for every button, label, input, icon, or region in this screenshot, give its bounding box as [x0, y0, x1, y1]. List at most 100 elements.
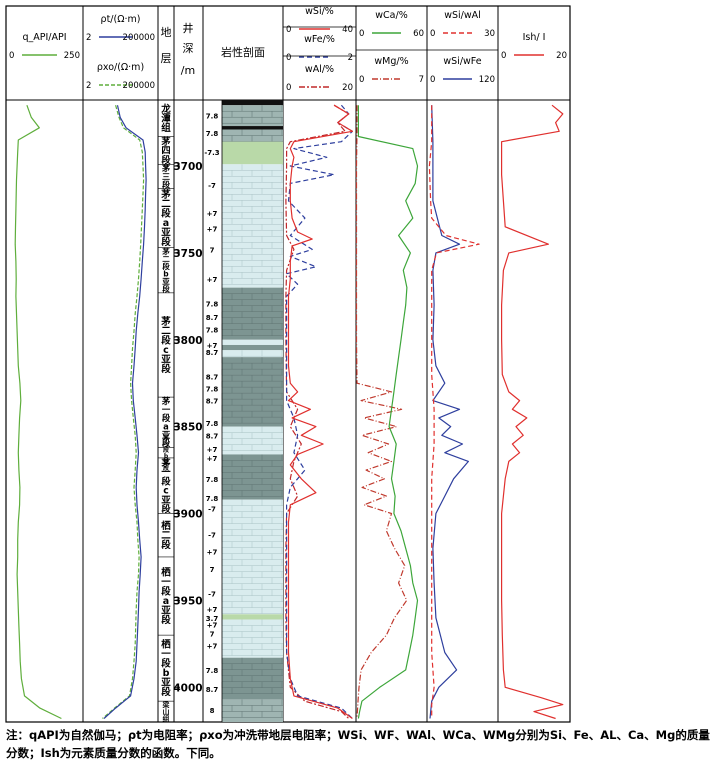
lith-interval: [222, 619, 283, 658]
lith-interval: [222, 344, 283, 351]
track-min-ca: 0: [359, 29, 364, 39]
lith-interval: [222, 454, 283, 500]
lith-interval: [222, 287, 283, 340]
strata-header-2: 层: [161, 52, 172, 65]
track-max-si-al: 30: [484, 29, 495, 39]
lith-code-label: 7: [210, 630, 215, 638]
lith-code-label: 8: [210, 707, 215, 715]
track-min-si-al: 0: [430, 29, 435, 39]
track-min-si: 0: [286, 25, 291, 35]
track-title-si: wSi/%: [305, 6, 334, 17]
strata-label: 龙潭组: [160, 103, 171, 134]
strata-label: 茅二段 a 亚段: [160, 189, 171, 249]
lith-code-label: 8.7: [206, 398, 219, 406]
lith-interval: [222, 657, 283, 700]
lith-code-label: 7.8: [206, 113, 219, 121]
lith-code-label: 7: [210, 566, 215, 574]
strata-label: 茅三段: [161, 163, 171, 189]
ca-curve: [357, 105, 419, 719]
lith-code-label: -7: [208, 182, 216, 190]
lith-code-label: 8.7: [206, 349, 219, 357]
chart-frame: [5, 5, 571, 723]
track-title-rt: ρt/(Ω·m): [101, 14, 141, 25]
lith-interval: [222, 350, 283, 358]
depth-tick-label: 3900: [173, 509, 202, 521]
lith-code-label: 7.8: [206, 130, 219, 138]
depth-tick-label: 3750: [173, 248, 202, 260]
track-max-ca: 60: [413, 29, 424, 39]
lith-interval: [222, 141, 283, 165]
lith-interval: [222, 164, 283, 288]
lith-code-label: +7: [207, 549, 218, 557]
track-title-gr: q_API/API: [22, 32, 66, 43]
track-max-si: 40: [342, 25, 353, 35]
lith-code-label: +7: [207, 210, 218, 218]
lith-code-label: +7: [207, 622, 218, 630]
lith-code-label: 8.7: [206, 373, 219, 381]
lith-interval: [222, 100, 283, 106]
si-al-curve: [428, 105, 480, 719]
track-min-ish: 0: [501, 51, 506, 61]
lith-code-label: -7.3: [204, 149, 219, 157]
lith-code-label: 8.7: [206, 686, 219, 694]
depth-tick-label: 3700: [173, 161, 202, 173]
strata-label: 茅二段 c 亚段: [160, 316, 171, 376]
strata-label: 栖一段 b 亚段: [161, 639, 171, 699]
lith-code-label: 7.8: [206, 300, 219, 308]
lith-interval: [222, 614, 283, 620]
track-min-si-fe: 0: [430, 75, 435, 85]
track-min-al: 0: [286, 83, 291, 93]
track-title-rxo: ρxo/(Ω·m): [97, 62, 144, 73]
strata-label: 茅一段 c 亚段: [160, 457, 171, 515]
lith-code-label: +7: [207, 643, 218, 651]
mg-curve: [355, 105, 408, 719]
gr-curve: [14, 104, 62, 720]
lith-code-label: +7: [207, 446, 218, 454]
track-max-gr: 250: [64, 51, 80, 61]
track-title-si-fe: wSi/wFe: [443, 56, 481, 67]
track-max-rt: 200000: [123, 33, 155, 43]
track-max-mg: 7: [419, 75, 424, 85]
lith-code-label: -7: [208, 531, 216, 539]
track-title-mg: wMg/%: [374, 56, 408, 67]
si-curve: [287, 104, 353, 719]
strata-label: 栖一段 a 亚段: [161, 567, 171, 627]
lith-interval: [222, 426, 283, 455]
track-min-rxo: 2: [86, 81, 91, 91]
strata-label: 茅一段 b 亚段: [163, 434, 169, 472]
lith-code-label: 7.8: [206, 667, 219, 675]
depth-header-3: /m: [181, 64, 195, 77]
lith-code-label: 7.8: [206, 385, 219, 393]
strata-label: 栖二段: [161, 520, 171, 551]
lith-code-label: 8.7: [206, 432, 219, 440]
track-max-si-fe: 120: [479, 75, 495, 85]
track-min-rt: 2: [86, 33, 91, 43]
lith-header: 岩性剖面: [221, 45, 265, 59]
lith-code-label: -7: [208, 505, 216, 513]
depth-tick-label: 3950: [173, 595, 202, 607]
depth-header-1: 井: [183, 21, 194, 35]
lith-interval: [222, 357, 283, 427]
depth-tick-label: 4000: [173, 682, 202, 694]
lith-code-label: +7: [207, 606, 218, 614]
lith-code-label: 7.8: [206, 326, 219, 334]
figure-note: 注：qAPI为自然伽马；ρt为电阻率；ρxo为冲洗带地层电阻率；WSi、WF、W…: [6, 728, 710, 760]
lith-interval: [222, 499, 283, 615]
track-title-fe: wFe/%: [304, 34, 335, 45]
lith-code-label: 7.8: [206, 476, 219, 484]
track-title-si-al: wSi/wAl: [444, 10, 481, 21]
lith-code-label: 8.7: [206, 314, 219, 322]
lith-code-label: +7: [207, 226, 218, 234]
track-min-fe: 0: [286, 53, 291, 63]
track-max-fe: 2: [348, 53, 353, 63]
track-title-ca: wCa/%: [375, 10, 407, 21]
track-min-gr: 0: [9, 51, 14, 61]
lith-code-label: 7: [210, 246, 215, 254]
lith-interval: [222, 339, 283, 345]
track-max-ish: 20: [556, 51, 567, 61]
strata-label: 茅四段: [160, 135, 171, 166]
depth-tick-label: 3850: [173, 422, 202, 434]
strata-label: 茅二段 b 亚段: [162, 246, 170, 294]
depth-header-2: 深: [183, 42, 194, 55]
